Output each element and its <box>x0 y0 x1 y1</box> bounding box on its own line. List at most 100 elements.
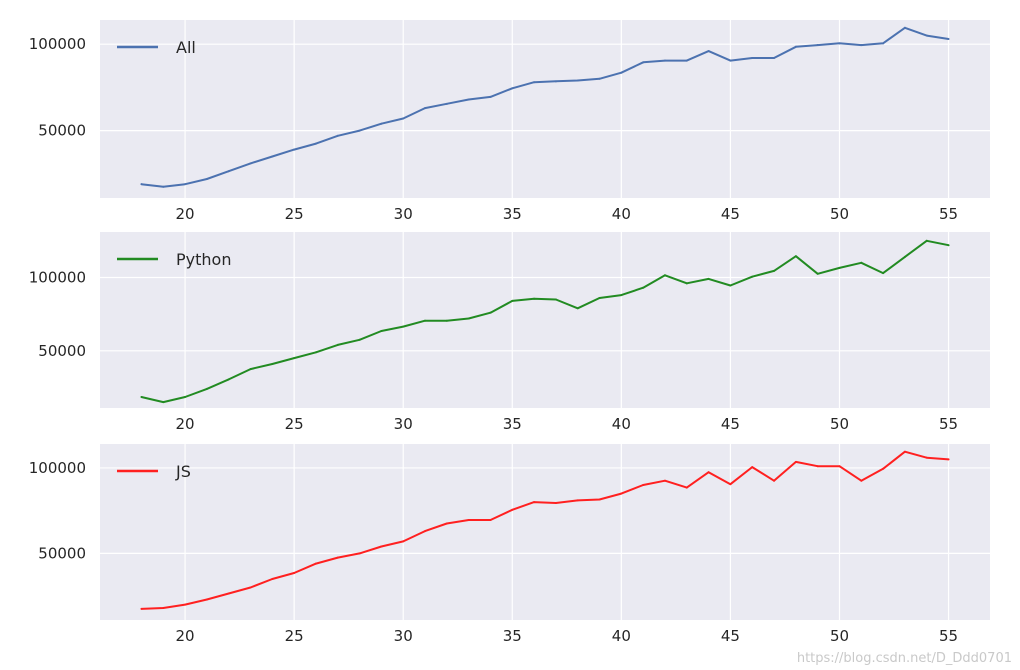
subplot-2: 20 25 30 35 40 45 50 55 50000 100000 Python <box>29 232 990 433</box>
data-point <box>205 598 208 601</box>
data-point <box>882 42 885 45</box>
data-point <box>314 142 317 145</box>
data-point <box>358 129 361 132</box>
data-point <box>860 479 863 482</box>
data-point <box>445 102 448 105</box>
plot-area <box>100 444 990 620</box>
data-point <box>162 607 165 610</box>
y-tick-label: 100000 <box>29 35 86 53</box>
data-point <box>162 185 165 188</box>
data-point <box>402 540 405 543</box>
data-point <box>816 465 819 468</box>
x-tick-label: 35 <box>503 415 522 433</box>
data-point <box>402 117 405 120</box>
data-point <box>467 98 470 101</box>
series-line-js <box>141 450 949 610</box>
x-tick-label: 25 <box>285 205 304 223</box>
x-tick-label: 20 <box>176 205 195 223</box>
subplot-3: 20 25 30 35 40 45 50 55 50000 100000 JS <box>29 444 990 645</box>
x-tick-label: 45 <box>721 627 740 645</box>
y-tick-label: 50000 <box>38 122 86 140</box>
x-tick-label: 40 <box>612 415 631 433</box>
data-point <box>903 255 906 258</box>
data-point <box>249 368 252 371</box>
data-point <box>620 492 623 495</box>
data-point <box>489 311 492 314</box>
x-tick-label: 20 <box>176 415 195 433</box>
x-tick-label: 40 <box>612 627 631 645</box>
data-point <box>773 269 776 272</box>
data-point <box>751 275 754 278</box>
data-point <box>773 479 776 482</box>
data-point <box>511 87 514 90</box>
x-tick-label: 55 <box>939 205 958 223</box>
series-line-python <box>141 239 949 404</box>
data-point <box>445 522 448 525</box>
data-point <box>794 45 797 48</box>
data-point <box>947 458 950 461</box>
series-line-all <box>141 26 949 188</box>
data-point <box>358 338 361 341</box>
data-point <box>729 59 732 62</box>
data-point <box>773 57 776 60</box>
data-point <box>925 456 928 459</box>
data-point <box>424 530 427 533</box>
data-point <box>227 170 230 173</box>
data-point <box>903 26 906 29</box>
data-point <box>380 122 383 125</box>
data-point <box>424 319 427 322</box>
data-point <box>140 183 143 186</box>
plot-area <box>100 20 990 198</box>
data-point <box>227 592 230 595</box>
data-point <box>729 483 732 486</box>
data-point <box>227 378 230 381</box>
x-tick-label: 30 <box>394 205 413 223</box>
data-point <box>860 44 863 47</box>
data-point <box>424 107 427 110</box>
x-tick-label: 45 <box>721 205 740 223</box>
data-point <box>184 396 187 398</box>
data-point <box>162 401 165 404</box>
data-point <box>642 484 645 487</box>
data-point <box>794 255 797 258</box>
data-point <box>511 508 514 511</box>
data-point <box>860 261 863 264</box>
data-point <box>467 519 470 522</box>
data-point <box>642 61 645 64</box>
data-point <box>576 307 579 310</box>
y-tick-label: 100000 <box>29 268 86 286</box>
data-point <box>205 177 208 180</box>
data-point <box>685 59 688 62</box>
x-tick-label: 25 <box>285 627 304 645</box>
data-point <box>293 148 296 151</box>
data-point <box>663 59 666 62</box>
data-point <box>489 519 492 522</box>
data-point <box>314 351 317 354</box>
data-point <box>249 162 252 165</box>
data-point <box>533 81 536 84</box>
x-tick-label: 55 <box>939 415 958 433</box>
data-point <box>663 479 666 482</box>
subplot-1: 20 25 30 35 40 45 50 55 50000 100000 All <box>29 20 990 223</box>
legend-label: All <box>176 38 196 57</box>
data-point <box>685 282 688 285</box>
data-point <box>533 501 536 504</box>
data-point <box>882 467 885 470</box>
data-point <box>380 545 383 548</box>
plot-area <box>100 232 990 408</box>
data-point <box>925 239 928 242</box>
x-tick-label: 40 <box>612 205 631 223</box>
data-point <box>336 134 339 137</box>
x-tick-label: 45 <box>721 415 740 433</box>
data-point <box>184 603 187 606</box>
data-point <box>533 297 536 300</box>
data-point <box>620 294 623 297</box>
y-tick-label: 50000 <box>38 544 86 562</box>
data-point <box>598 77 601 80</box>
data-point <box>271 577 274 580</box>
data-point <box>293 357 296 360</box>
data-point <box>140 607 143 610</box>
legend-label: Python <box>176 250 231 269</box>
data-point <box>358 552 361 555</box>
